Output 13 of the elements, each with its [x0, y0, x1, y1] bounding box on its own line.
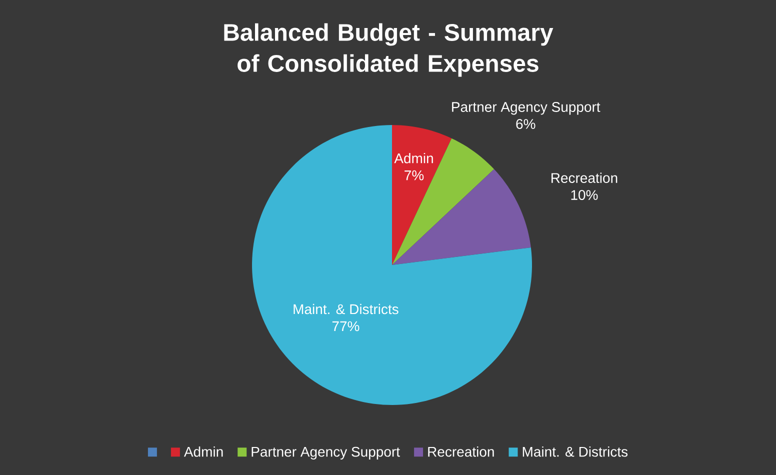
legend-label: Admin [184, 446, 223, 457]
slice-label: Admin [394, 153, 433, 164]
data-label: 77% [332, 321, 360, 332]
legend-label: Recreation [428, 446, 494, 457]
legend-label: Maint. & Districts [522, 446, 628, 457]
data-label: 7% [404, 170, 424, 180]
data-label: 6% [516, 119, 536, 129]
data-label: 10% [571, 190, 598, 200]
legend-label: Partner Agency Support [252, 446, 400, 460]
slice-label: Partner Agency Support [452, 102, 600, 115]
chart-title: Balanced Budget - Summary of Consolidated Expenses [224, 23, 554, 77]
slice-label: Recreation [552, 172, 618, 183]
slice-label: Maint. & Districts [294, 304, 398, 314]
